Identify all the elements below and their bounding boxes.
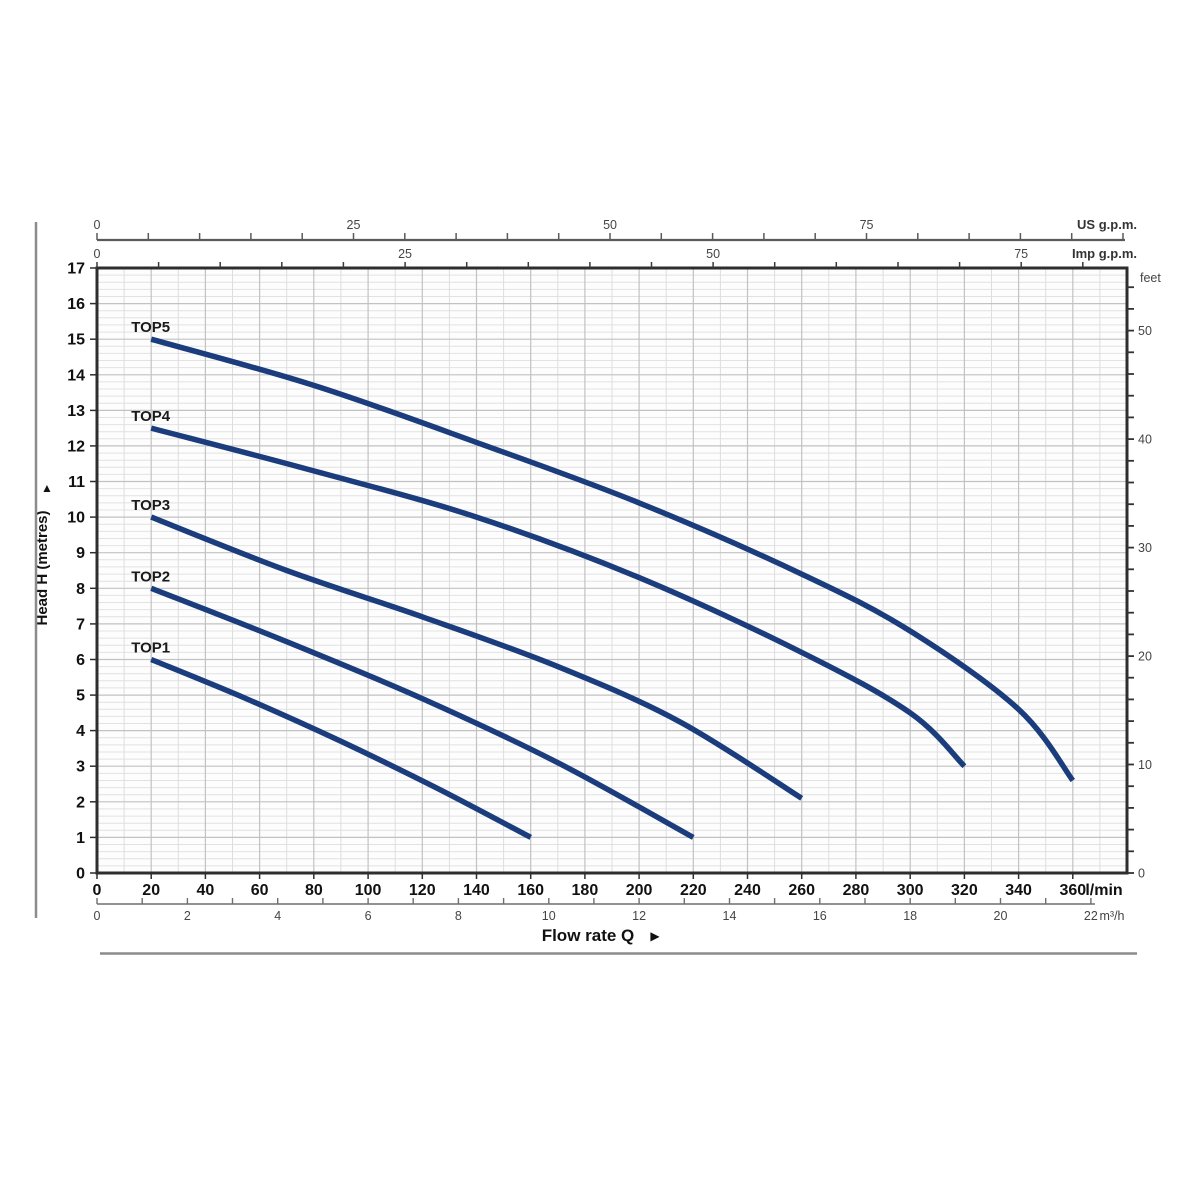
feet-tick-label-20: 20 xyxy=(1138,650,1152,664)
y-tick-label-16: 16 xyxy=(67,296,85,313)
x-tick-label-100: 100 xyxy=(355,882,382,899)
feet-tick-label-0: 0 xyxy=(1138,867,1145,881)
y-tick-label-14: 14 xyxy=(67,367,85,384)
y-tick-label-10: 10 xyxy=(67,510,85,527)
curve-label-top5: TOP5 xyxy=(131,319,170,336)
curve-top5 xyxy=(150,336,1076,783)
curve-top2 xyxy=(150,585,695,840)
m3h-tick-label-12: 12 xyxy=(632,909,646,923)
y-tick-label-11: 11 xyxy=(68,474,85,491)
curve-top4 xyxy=(150,425,967,769)
feet-tick-label-50: 50 xyxy=(1138,324,1152,338)
m3h-tick-label-0: 0 xyxy=(94,909,101,923)
x-tick-label-40: 40 xyxy=(197,882,215,899)
y-tick-label-8: 8 xyxy=(76,581,85,598)
m3h-tick-label-10: 10 xyxy=(542,909,556,923)
y-tick-label-6: 6 xyxy=(76,652,85,669)
us-gpm-tick-label-75: 75 xyxy=(860,218,874,232)
curve-label-top1: TOP1 xyxy=(131,639,170,656)
feet-tick-label-30: 30 xyxy=(1138,541,1152,555)
curve-label-top3: TOP3 xyxy=(131,497,170,514)
x-axis-unit-m3h: m³/h xyxy=(1100,909,1125,923)
y-axis-title: Head H (metres) xyxy=(34,510,51,625)
curve-label-top4: TOP4 xyxy=(131,408,171,425)
m3h-tick-label-20: 20 xyxy=(994,909,1008,923)
x-tick-label-360: 360 xyxy=(1059,882,1086,899)
y-tick-label-5: 5 xyxy=(76,688,85,705)
x-tick-label-300: 300 xyxy=(897,882,924,899)
x-tick-label-340: 340 xyxy=(1005,882,1032,899)
m3h-tick-label-22: 22 xyxy=(1084,909,1098,923)
x-tick-label-120: 120 xyxy=(409,882,436,899)
y-tick-label-9: 9 xyxy=(76,545,85,562)
x-axis-lmin: 0 20 40 60 80 100 120 140 160 180 200 220 240 260 280 3… xyxy=(93,873,1123,899)
m3h-tick-label-14: 14 xyxy=(723,909,737,923)
frame-lines xyxy=(34,222,1137,955)
flow-rate-arrow-icon: ▶ xyxy=(650,929,660,943)
imp-gpm-tick-label-75: 75 xyxy=(1014,247,1028,261)
feet-tick-label-10: 10 xyxy=(1138,758,1152,772)
axis-titles: Flow rate Q ▶ Head H (metres) ▲ xyxy=(34,481,660,945)
x-tick-label-180: 180 xyxy=(572,882,599,899)
x-axis-imp-gpm: 0 25 50 75 Imp g.p.m. xyxy=(94,246,1137,268)
m3h-tick-label-18: 18 xyxy=(903,909,917,923)
x-tick-label-0: 0 xyxy=(93,882,102,899)
x-tick-label-280: 280 xyxy=(843,882,870,899)
imp-gpm-tick-label-0: 0 xyxy=(94,247,101,261)
y-tick-label-3: 3 xyxy=(76,759,85,776)
y-tick-label-4: 4 xyxy=(76,723,85,740)
m3h-tick-label-4: 4 xyxy=(274,909,281,923)
x-axis-m3h: 0 2 4 6 8 10 12 14 16 18 20 22 m³/h xyxy=(94,898,1125,923)
x-tick-label-80: 80 xyxy=(305,882,323,899)
y-tick-label-15: 15 xyxy=(67,332,85,349)
y-tick-label-0: 0 xyxy=(76,866,85,883)
pump-curves: TOP1 TOP2 TOP3 TOP4 TOP5 xyxy=(131,319,1076,840)
m3h-tick-label-16: 16 xyxy=(813,909,827,923)
us-gpm-tick-label-50: 50 xyxy=(603,218,617,232)
x-tick-label-260: 260 xyxy=(788,882,815,899)
us-gpm-tick-label-25: 25 xyxy=(347,218,361,232)
feet-tick-label-40: 40 xyxy=(1138,433,1152,447)
x-axis-title: Flow rate Q xyxy=(542,926,635,945)
x-tick-label-240: 240 xyxy=(734,882,761,899)
y-axis-unit-feet: feet xyxy=(1140,271,1161,285)
m3h-tick-label-8: 8 xyxy=(455,909,462,923)
y-tick-label-7: 7 xyxy=(76,616,85,633)
y-tick-label-12: 12 xyxy=(67,438,85,455)
x-tick-label-220: 220 xyxy=(680,882,707,899)
curve-label-top2: TOP2 xyxy=(131,568,170,585)
y-tick-label-17: 17 xyxy=(67,261,85,278)
imp-gpm-tick-label-50: 50 xyxy=(706,247,720,261)
m3h-tick-label-6: 6 xyxy=(365,909,372,923)
x-tick-label-140: 140 xyxy=(463,882,490,899)
head-arrow-icon: ▲ xyxy=(41,481,53,495)
curve-top1 xyxy=(150,656,532,840)
x-axis-unit-lmin: l/min xyxy=(1085,882,1122,899)
x-axis-unit-us-gpm: US g.p.m. xyxy=(1077,217,1137,232)
x-tick-label-160: 160 xyxy=(517,882,544,899)
plot-border xyxy=(95,266,1129,875)
y-axis-feet: 0 10 20 30 40 50 feet xyxy=(1127,271,1161,881)
m3h-tick-label-2: 2 xyxy=(184,909,191,923)
curve-top3 xyxy=(150,514,804,801)
x-axis-unit-imp-gpm: Imp g.p.m. xyxy=(1072,246,1137,261)
imp-gpm-tick-label-25: 25 xyxy=(398,247,412,261)
x-tick-label-20: 20 xyxy=(142,882,160,899)
y-tick-label-2: 2 xyxy=(76,794,85,811)
x-tick-label-60: 60 xyxy=(251,882,269,899)
x-axis-us-gpm: 0 25 50 75 US g.p.m. xyxy=(94,217,1137,242)
y-tick-label-13: 13 xyxy=(67,403,85,420)
x-tick-label-320: 320 xyxy=(951,882,978,899)
y-tick-label-1: 1 xyxy=(76,830,85,847)
us-gpm-tick-label-0: 0 xyxy=(94,218,101,232)
x-tick-label-200: 200 xyxy=(626,882,653,899)
